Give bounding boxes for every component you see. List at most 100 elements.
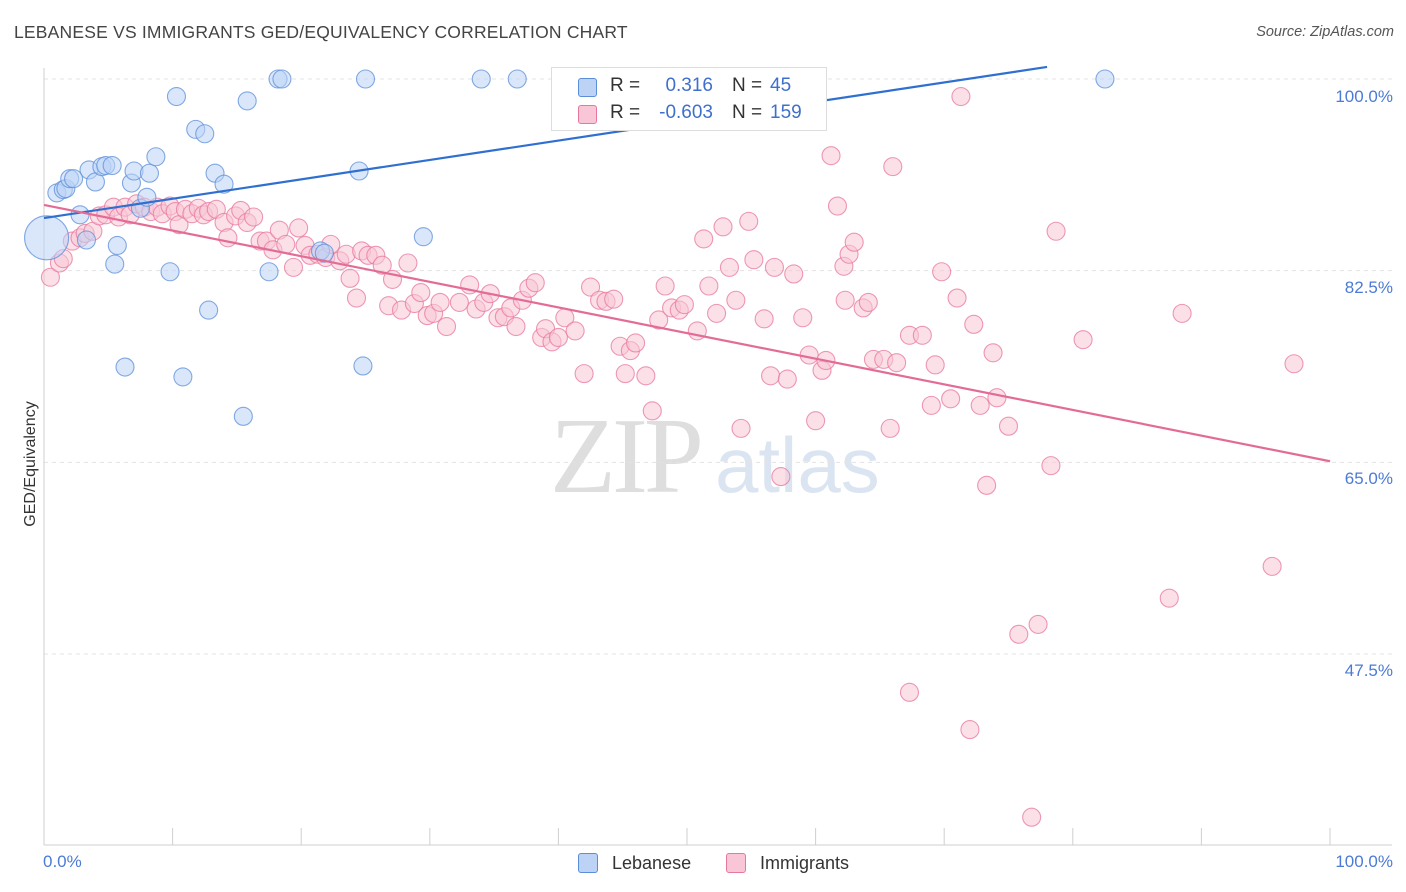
legend-row-lebanese: R = 0.316 N = 45	[552, 73, 826, 99]
immigrants-point	[764, 257, 784, 277]
immigrants-point	[1262, 556, 1282, 576]
lebanese-point	[139, 163, 160, 183]
legend-r-value: -0.603	[659, 102, 713, 123]
legend-n-label: N =	[732, 102, 763, 123]
immigrants-point	[1284, 354, 1304, 374]
x-tick-label: 0.0%	[43, 852, 82, 871]
immigrants-point	[858, 292, 878, 312]
gridlines	[44, 78, 1392, 655]
immigrants-point	[880, 418, 900, 438]
immigrants-point	[844, 232, 864, 252]
immigrants-point	[977, 475, 997, 495]
immigrants-point	[506, 316, 526, 337]
lebanese-point	[70, 205, 90, 225]
lebanese-point	[507, 69, 527, 89]
lebanese-point	[199, 300, 219, 320]
immigrants-point	[642, 401, 662, 421]
lebanese-point	[471, 69, 491, 89]
immigrants-point	[615, 364, 635, 384]
legend-row-immigrants: R = -0.603 N = 159	[552, 100, 826, 126]
lebanese-point	[24, 215, 70, 261]
bottom-legend-label-immigrants: Immigrants	[760, 853, 850, 873]
immigrants-point	[1073, 330, 1093, 350]
immigrants-point	[925, 355, 945, 375]
immigrants-point	[731, 418, 751, 438]
immigrants-point	[713, 217, 733, 237]
lebanese-point	[1095, 69, 1115, 89]
y-tick-label: 65.0%	[1344, 469, 1393, 488]
immigrants-point	[336, 244, 356, 264]
immigrants-points	[40, 86, 1304, 827]
chart-title: LEBANESE VS IMMIGRANTS GED/EQUIVALENCY C…	[14, 22, 628, 42]
axes	[43, 68, 1392, 846]
immigrants-point	[827, 196, 848, 216]
lebanese-point	[237, 91, 257, 111]
immigrants-point	[525, 273, 545, 293]
x-tick-label: 100.0%	[1335, 852, 1393, 871]
immigrants-point	[574, 364, 594, 384]
lebanese-point	[272, 69, 292, 89]
immigrants-point	[218, 228, 238, 248]
y-axis-label: GED/Equivalency	[22, 401, 39, 527]
trend-lines	[43, 65, 1331, 463]
lebanese-point	[355, 69, 376, 89]
immigrants-point	[1172, 303, 1192, 323]
bottom-legend-immigrants: Immigrants	[726, 852, 876, 876]
immigrants-point	[799, 345, 819, 365]
immigrants-point	[283, 257, 304, 277]
immigrants-point	[707, 303, 727, 323]
legend-r-label: R =	[610, 75, 641, 96]
immigrants-point	[835, 290, 855, 310]
immigrants-point	[899, 682, 920, 702]
immigrants-point	[1022, 807, 1042, 827]
immigrants-point	[449, 292, 469, 312]
lebanese-point	[105, 254, 125, 274]
immigrants-point	[40, 267, 60, 287]
immigrants-point	[793, 308, 813, 328]
immigrants-point	[398, 253, 418, 273]
source-label: Source: ZipAtlas.com	[1256, 24, 1394, 40]
immigrants-point	[970, 395, 990, 415]
immigrants-point	[941, 389, 961, 409]
immigrants-point	[411, 283, 431, 303]
legend-r-label: R =	[610, 102, 641, 123]
immigrants-point	[719, 257, 739, 277]
immigrants-point	[674, 295, 694, 315]
immigrants-point	[744, 250, 764, 270]
immigrants-point	[784, 264, 804, 284]
lebanese-point	[102, 155, 122, 176]
immigrants-point	[806, 411, 826, 431]
immigrants-point	[340, 268, 360, 288]
immigrants-point	[777, 369, 797, 389]
legend-n-value: 45	[770, 75, 792, 96]
immigrants-point	[921, 395, 941, 415]
immigrants-point	[761, 366, 781, 386]
immigrants-point	[694, 229, 714, 249]
immigrants-point	[1159, 588, 1179, 608]
legend-swatch-immigrants	[578, 105, 597, 124]
immigrants-point	[1009, 624, 1029, 644]
bottom-legend-swatch-lebanese	[578, 853, 598, 873]
legend-n-label: N =	[732, 75, 763, 96]
legend-swatch-lebanese	[578, 78, 597, 97]
immigrants-point	[726, 290, 746, 310]
lebanese-point	[76, 230, 96, 250]
legend-n-value: 159	[770, 102, 802, 123]
immigrants-point	[430, 292, 450, 312]
bottom-legend-swatch-immigrants	[726, 853, 746, 873]
lebanese-point	[166, 86, 187, 107]
stats-legend: R = 0.316 N = 45 R = -0.603 N = 159	[551, 67, 827, 131]
legend-r-value: 0.316	[665, 75, 713, 96]
immigrants-point	[1041, 456, 1061, 476]
lebanese-point	[64, 169, 84, 189]
immigrants-point	[754, 309, 774, 329]
immigrants-point	[947, 288, 967, 308]
lebanese-point	[314, 243, 334, 263]
lebanese-point	[146, 147, 166, 167]
immigrants-point	[636, 366, 656, 386]
immigrants-point	[626, 333, 646, 353]
immigrants-point	[883, 157, 903, 177]
immigrants-point	[887, 353, 907, 373]
immigrants-point	[699, 276, 719, 296]
